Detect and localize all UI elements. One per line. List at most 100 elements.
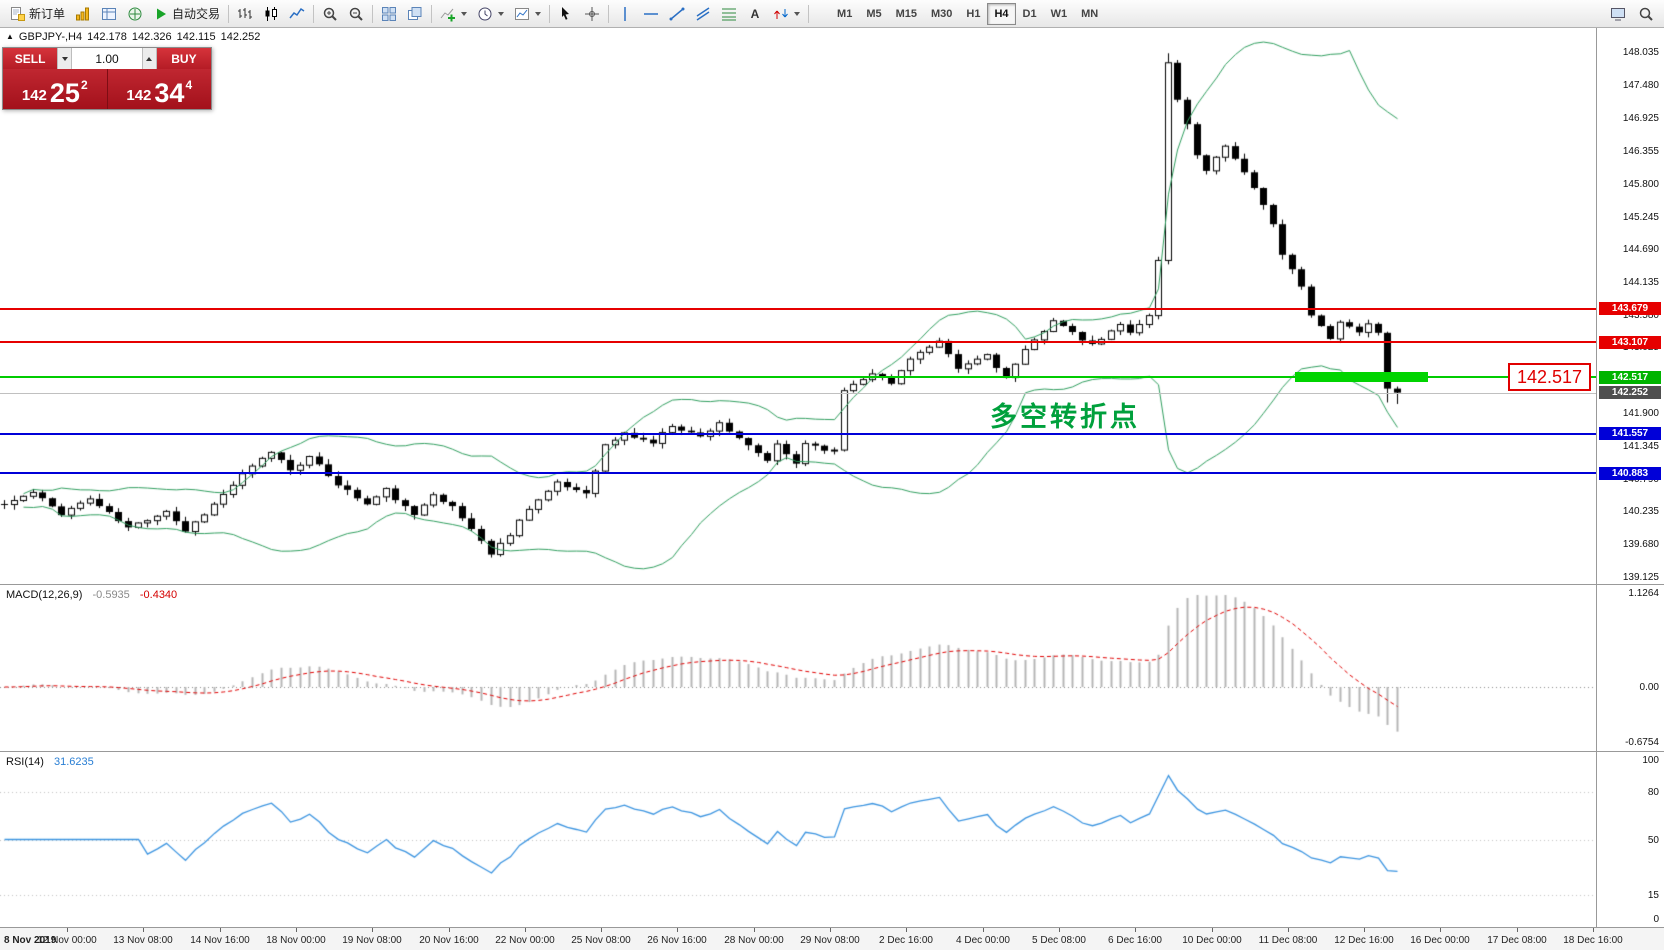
line-chart-button[interactable] bbox=[284, 2, 310, 26]
chart-canvas[interactable] bbox=[0, 28, 1596, 927]
time-axis-tick bbox=[220, 928, 221, 932]
sell-button[interactable]: SELL bbox=[3, 48, 58, 69]
macd-panel-separator[interactable] bbox=[0, 584, 1664, 585]
volume-input[interactable] bbox=[72, 48, 142, 69]
timeframe-h4-button[interactable]: H4 bbox=[987, 2, 1016, 25]
horizontal-line-143.107[interactable] bbox=[0, 341, 1596, 343]
rsi-name: RSI(14) bbox=[6, 756, 44, 768]
equidistant-channel-icon bbox=[695, 6, 711, 22]
time-axis-label: 25 Nov 08:00 bbox=[571, 935, 631, 946]
search-button[interactable] bbox=[1633, 2, 1659, 26]
trendline-button[interactable] bbox=[664, 2, 690, 26]
navigator-button[interactable] bbox=[122, 2, 148, 26]
timeframe-h1-button[interactable]: H1 bbox=[966, 7, 981, 20]
horizontal-line-button[interactable] bbox=[638, 2, 664, 26]
toolbar-separator bbox=[808, 4, 810, 23]
cascade-windows-button[interactable] bbox=[402, 2, 428, 26]
horizontal-line-141.557[interactable] bbox=[0, 433, 1596, 435]
indicators-icon bbox=[440, 6, 456, 22]
horizontal-line-143.679[interactable] bbox=[0, 308, 1596, 310]
volume-increment-button[interactable] bbox=[142, 48, 157, 69]
vertical-line-button[interactable] bbox=[612, 2, 638, 26]
timeframe-m15-button[interactable]: M15 bbox=[895, 7, 917, 20]
toolbar-separator bbox=[549, 4, 551, 23]
bar-chart-button[interactable] bbox=[232, 2, 258, 26]
macd-name: MACD(12,26,9) bbox=[6, 589, 83, 601]
timeframe-d1-button[interactable]: D1 bbox=[1022, 7, 1037, 20]
price-tag-142.517: 142.517 bbox=[1599, 371, 1661, 384]
price-axis-tick: 143.580 bbox=[1622, 310, 1659, 321]
time-axis-label: 29 Nov 08:00 bbox=[800, 935, 860, 946]
templates-icon bbox=[514, 6, 530, 22]
arrow-objects-button[interactable] bbox=[768, 2, 805, 26]
time-axis-label: 28 Nov 00:00 bbox=[724, 935, 784, 946]
highlight-bar[interactable] bbox=[1295, 372, 1428, 382]
chart-annotation-text[interactable]: 多空转折点 bbox=[990, 402, 1140, 432]
time-axis-tick bbox=[983, 928, 984, 932]
horizontal-line-142.517[interactable] bbox=[0, 376, 1596, 378]
time-axis-label: 5 Dec 08:00 bbox=[1032, 935, 1086, 946]
volume-decrement-button[interactable] bbox=[57, 48, 72, 69]
time-axis-tick bbox=[372, 928, 373, 932]
zoom-out-button[interactable] bbox=[343, 2, 369, 26]
price-axis-tick: 140.235 bbox=[1622, 506, 1659, 517]
macd-axis-tick: -0.6754 bbox=[1625, 737, 1659, 748]
price-axis-tick: 141.900 bbox=[1622, 408, 1659, 419]
text-label-button[interactable]: A bbox=[742, 2, 768, 26]
price-scale[interactable]: 143.679 143.107 142.517 142.252 141.557 140.8… bbox=[1596, 28, 1664, 927]
timeframe-w1-button[interactable]: W1 bbox=[1050, 7, 1068, 20]
time-axis-label: 16 Dec 00:00 bbox=[1410, 935, 1470, 946]
sell-price-display[interactable]: 142 25 2 bbox=[3, 69, 107, 109]
timeframe-m1-button[interactable]: M1 bbox=[837, 7, 853, 20]
time-axis-label: 22 Nov 00:00 bbox=[495, 935, 555, 946]
collapse-trade-panel-icon[interactable]: ▲ bbox=[6, 32, 14, 41]
bar-chart-icon bbox=[237, 6, 253, 22]
equidistant-channel-button[interactable] bbox=[690, 2, 716, 26]
candlestick-chart-button[interactable] bbox=[258, 2, 284, 26]
time-axis-tick bbox=[525, 928, 526, 932]
dropdown-arrow-icon bbox=[794, 11, 801, 16]
dropdown-arrow-icon bbox=[461, 11, 468, 16]
time-scale[interactable]: 8 Nov 2019 12 Nov 00:00 13 Nov 08:00 14 Nov… bbox=[0, 927, 1664, 950]
timeframe-m5-button[interactable]: M5 bbox=[866, 7, 882, 20]
crosshair-button[interactable] bbox=[579, 2, 605, 26]
price-axis-tick: 144.135 bbox=[1622, 277, 1659, 288]
price-callout-label[interactable]: 142.517 bbox=[1508, 363, 1592, 391]
time-axis-label: 6 Dec 16:00 bbox=[1108, 935, 1162, 946]
rsi-panel-separator[interactable] bbox=[0, 751, 1664, 752]
time-axis-label: 2 Dec 16:00 bbox=[879, 935, 933, 946]
dropdown-arrow-icon bbox=[498, 11, 505, 16]
price-axis-tick: 148.035 bbox=[1622, 47, 1659, 58]
horizontal-line-140.883[interactable] bbox=[0, 472, 1596, 474]
new-order-button[interactable]: 新订单 bbox=[5, 2, 70, 26]
data-window-icon bbox=[101, 6, 117, 22]
buy-price-display[interactable]: 142 34 4 bbox=[106, 69, 211, 109]
price-axis-tick: 144.690 bbox=[1622, 244, 1659, 255]
spinner-down-icon bbox=[61, 56, 68, 61]
time-axis-label: 17 Dec 08:00 bbox=[1487, 935, 1547, 946]
templates-button[interactable] bbox=[509, 2, 546, 26]
fibonacci-retracement-button[interactable] bbox=[716, 2, 742, 26]
tile-windows-button[interactable] bbox=[376, 2, 402, 26]
indicators-button[interactable] bbox=[435, 2, 472, 26]
price-axis-tick: 141.345 bbox=[1622, 441, 1659, 452]
time-axis-tick bbox=[1593, 928, 1594, 932]
time-axis-tick bbox=[1440, 928, 1441, 932]
timeframe-m30-button[interactable]: M30 bbox=[931, 7, 953, 20]
buy-button[interactable]: BUY bbox=[156, 48, 211, 69]
cursor-button[interactable] bbox=[553, 2, 579, 26]
time-axis-tick bbox=[601, 928, 602, 932]
zoom-in-button[interactable] bbox=[317, 2, 343, 26]
rsi-axis-tick: 100 bbox=[1642, 755, 1659, 766]
rsi-axis-tick: 80 bbox=[1647, 787, 1659, 798]
auto-trading-button[interactable]: 自动交易 bbox=[148, 2, 225, 26]
chart-window-button[interactable] bbox=[1605, 2, 1631, 26]
price-axis-tick: 146.355 bbox=[1622, 146, 1659, 157]
timeframe-mn-button[interactable]: MN bbox=[1081, 7, 1099, 20]
time-axis-label: 19 Nov 08:00 bbox=[342, 935, 402, 946]
periods-button[interactable] bbox=[472, 2, 509, 26]
macd-signal-value: -0.4340 bbox=[139, 589, 178, 601]
data-window-button[interactable] bbox=[96, 2, 122, 26]
horizontal-line-142.252[interactable] bbox=[0, 393, 1596, 394]
market-watch-button[interactable] bbox=[70, 2, 96, 26]
